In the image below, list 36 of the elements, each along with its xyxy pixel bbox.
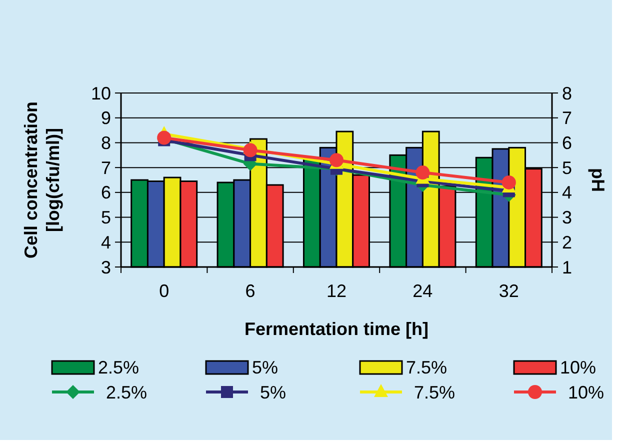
x-tick-label: 6 (245, 281, 256, 301)
y2-tick-label: 2 (562, 232, 572, 252)
legend-label: 5% (252, 357, 278, 378)
y-tick-label: 9 (100, 108, 111, 128)
y-tick-label: 7 (100, 158, 111, 178)
legend-label: 2.5% (106, 382, 148, 402)
y2-tick-label: 7 (562, 108, 572, 128)
y-tick-label: 4 (100, 232, 111, 252)
x-tick-label: 0 (159, 281, 170, 301)
legend-label: 5% (260, 382, 286, 402)
point (502, 175, 516, 190)
y-tick-label: 3 (100, 257, 111, 278)
x-tick-label: 32 (498, 281, 519, 301)
y-tick-label: 5 (100, 208, 111, 228)
x-axis-title: Fermentation time [h] (244, 319, 429, 339)
y2-tick-label: 3 (562, 208, 572, 228)
x-tick-label: 12 (326, 281, 347, 301)
point (416, 166, 430, 180)
legend-label: 7.5% (414, 382, 456, 402)
y2-tick-label: 6 (562, 133, 572, 154)
legend-label: 10% (560, 357, 596, 378)
legend-label: 2.5% (98, 357, 140, 378)
y2-tick-label: 5 (562, 158, 572, 178)
y-tick-label: 10 (90, 83, 111, 104)
y-axis-title: Cell concentration [log(cfu/ml)] (21, 101, 63, 259)
y2-axis-title: pH (588, 168, 608, 192)
legend-label: 7.5% (406, 357, 448, 378)
legend-label: 10% (568, 382, 604, 402)
point (330, 153, 344, 168)
x-tick-label: 24 (412, 281, 433, 301)
point (243, 143, 258, 158)
y-tick-label: 8 (100, 133, 111, 154)
y2-tick-label: 1 (562, 257, 572, 278)
y2-tick-label: 8 (562, 83, 572, 104)
y2-tick-label: 4 (562, 182, 572, 203)
y-tick-label: 6 (100, 182, 111, 203)
